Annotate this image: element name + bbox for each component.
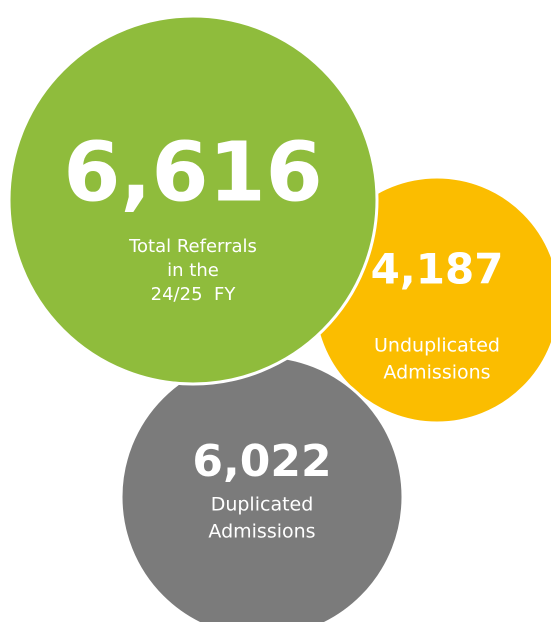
circle	[7, 14, 379, 386]
circle	[119, 354, 405, 622]
stat-label: Total Referrals	[128, 236, 257, 257]
stat-value: 6,616	[63, 125, 322, 220]
stat-label: Admissions	[208, 521, 315, 543]
stat-label: 24/25 FY	[151, 284, 237, 305]
stat-label: Duplicated	[211, 494, 314, 516]
stat-label: Unduplicated	[374, 335, 500, 357]
stat-label: Admissions	[383, 362, 490, 384]
stat-value: 6,022	[192, 436, 331, 487]
stat-label: in the	[167, 260, 219, 281]
stat-value: 4,187	[371, 245, 504, 294]
